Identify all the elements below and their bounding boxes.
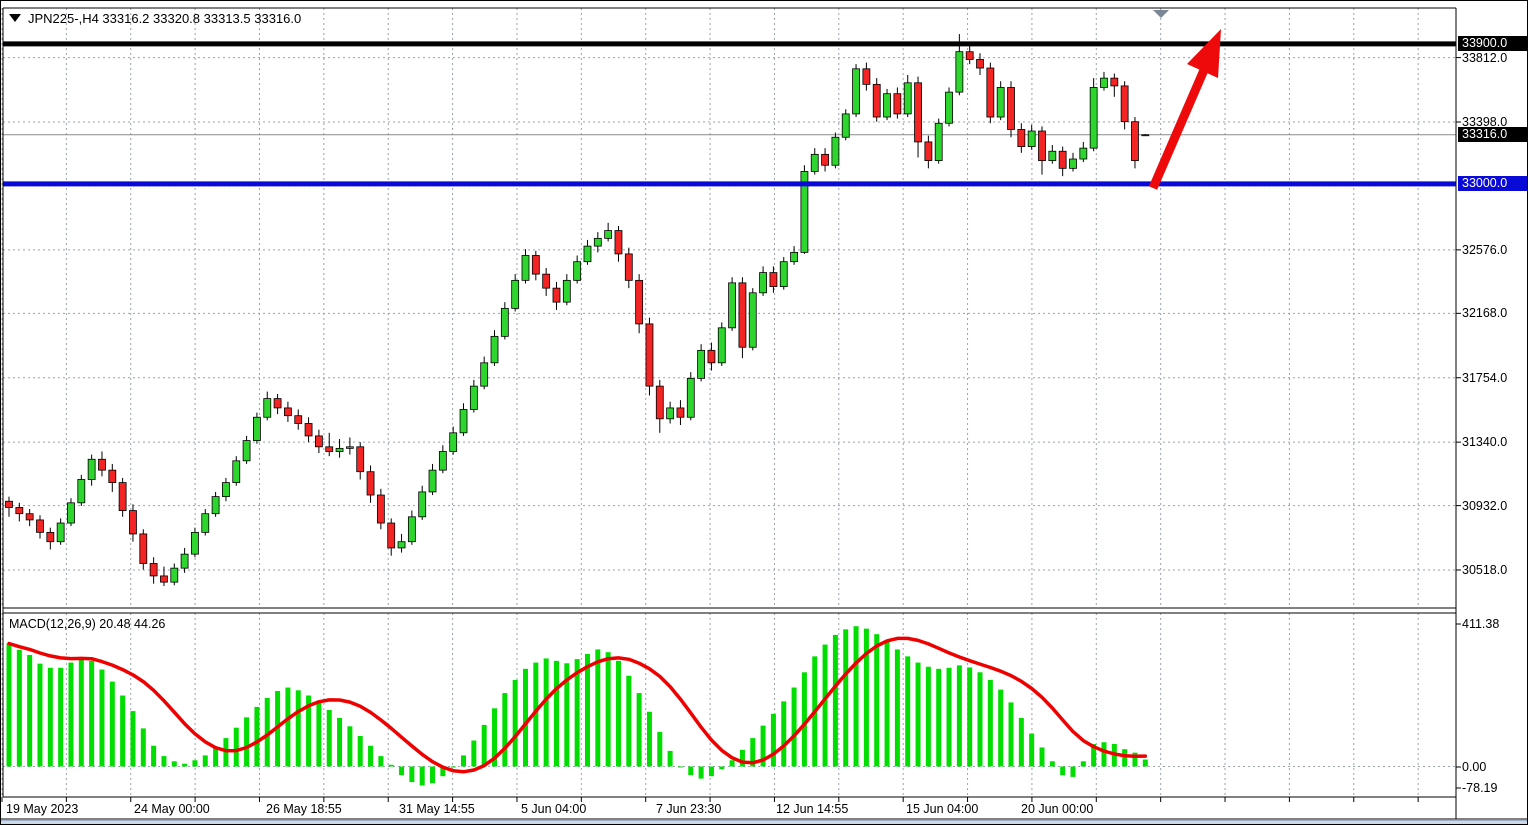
symbol-dropdown-triangle-icon — [9, 14, 21, 22]
macd-indicator-label: MACD(12,26,9) 20.48 44.26 — [9, 617, 166, 631]
panel-frame — [1, 7, 1527, 820]
shift-marker-icon — [1153, 10, 1169, 18]
candlestick-series — [5, 34, 1150, 587]
macd-histogram — [6, 626, 1148, 786]
window-bottom-edge — [1, 820, 1527, 824]
trend-arrow[interactable] — [1148, 29, 1221, 190]
macd-signal-line — [7, 636, 1148, 774]
symbol-title: JPN225-,H4 33316.2 33320.8 33313.5 33316… — [9, 9, 301, 27]
symbol-ohlc-text: JPN225-,H4 33316.2 33320.8 33313.5 33316… — [28, 10, 302, 26]
gridlines — [1, 8, 1456, 797]
time-axis[interactable] — [3, 798, 1456, 819]
price-axis[interactable] — [1457, 8, 1527, 819]
